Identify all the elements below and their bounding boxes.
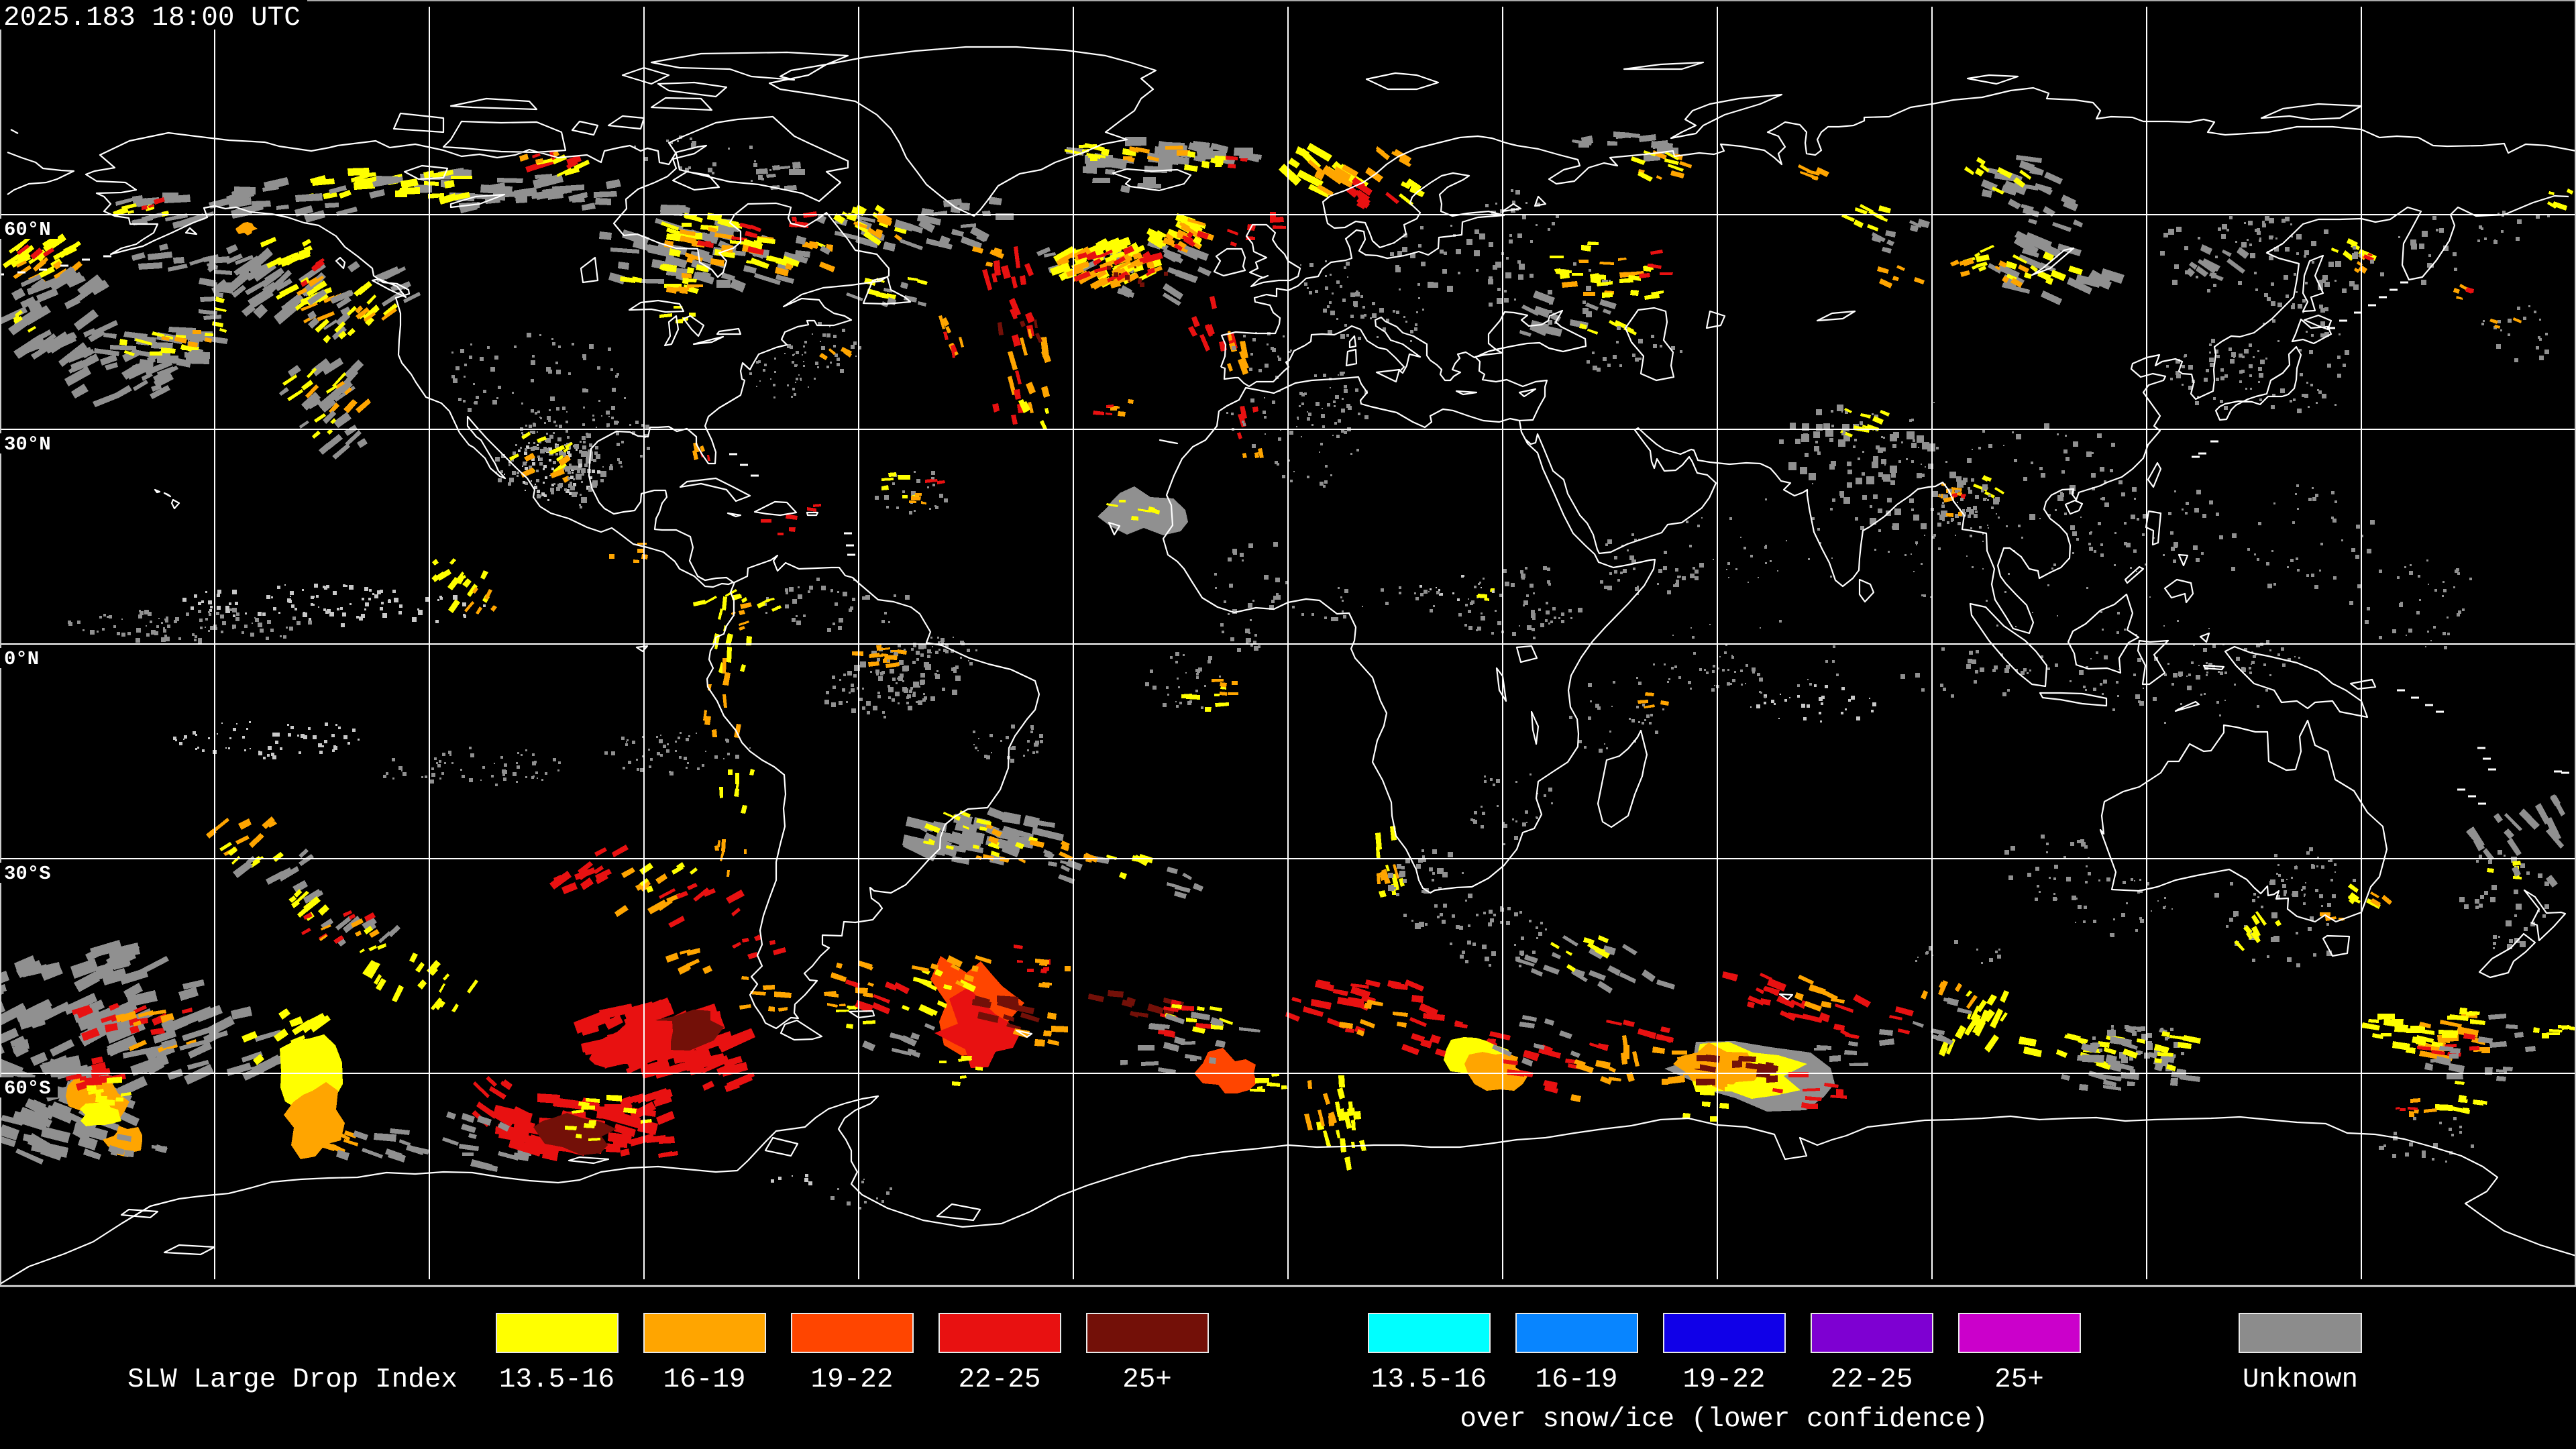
svg-text:19-22: 19-22 bbox=[1682, 1364, 1765, 1395]
svg-text:19-22: 19-22 bbox=[810, 1364, 893, 1395]
svg-text:Unknown: Unknown bbox=[2243, 1364, 2358, 1395]
svg-text:60°N: 60°N bbox=[4, 219, 51, 241]
svg-text:60°S: 60°S bbox=[4, 1077, 51, 1099]
svg-text:22-25: 22-25 bbox=[1830, 1364, 1913, 1395]
svg-text:22-25: 22-25 bbox=[958, 1364, 1040, 1395]
svg-text:over snow/ice (lower confidenc: over snow/ice (lower confidence) bbox=[1460, 1404, 1988, 1435]
svg-text:0°N: 0°N bbox=[4, 648, 39, 670]
svg-text:30°S: 30°S bbox=[4, 863, 51, 885]
svg-text:30°N: 30°N bbox=[4, 433, 51, 455]
svg-text:SLW Large Drop Index: SLW Large Drop Index bbox=[127, 1364, 458, 1395]
svg-text:16-19: 16-19 bbox=[663, 1364, 745, 1395]
svg-text:25+: 25+ bbox=[1994, 1364, 2044, 1395]
svg-text:2025.183 18:00 UTC: 2025.183 18:00 UTC bbox=[3, 3, 301, 34]
svg-text:16-19: 16-19 bbox=[1535, 1364, 1617, 1395]
svg-text:13.5-16: 13.5-16 bbox=[1371, 1364, 1487, 1395]
svg-text:25+: 25+ bbox=[1122, 1364, 1172, 1395]
svg-text:13.5-16: 13.5-16 bbox=[499, 1364, 614, 1395]
